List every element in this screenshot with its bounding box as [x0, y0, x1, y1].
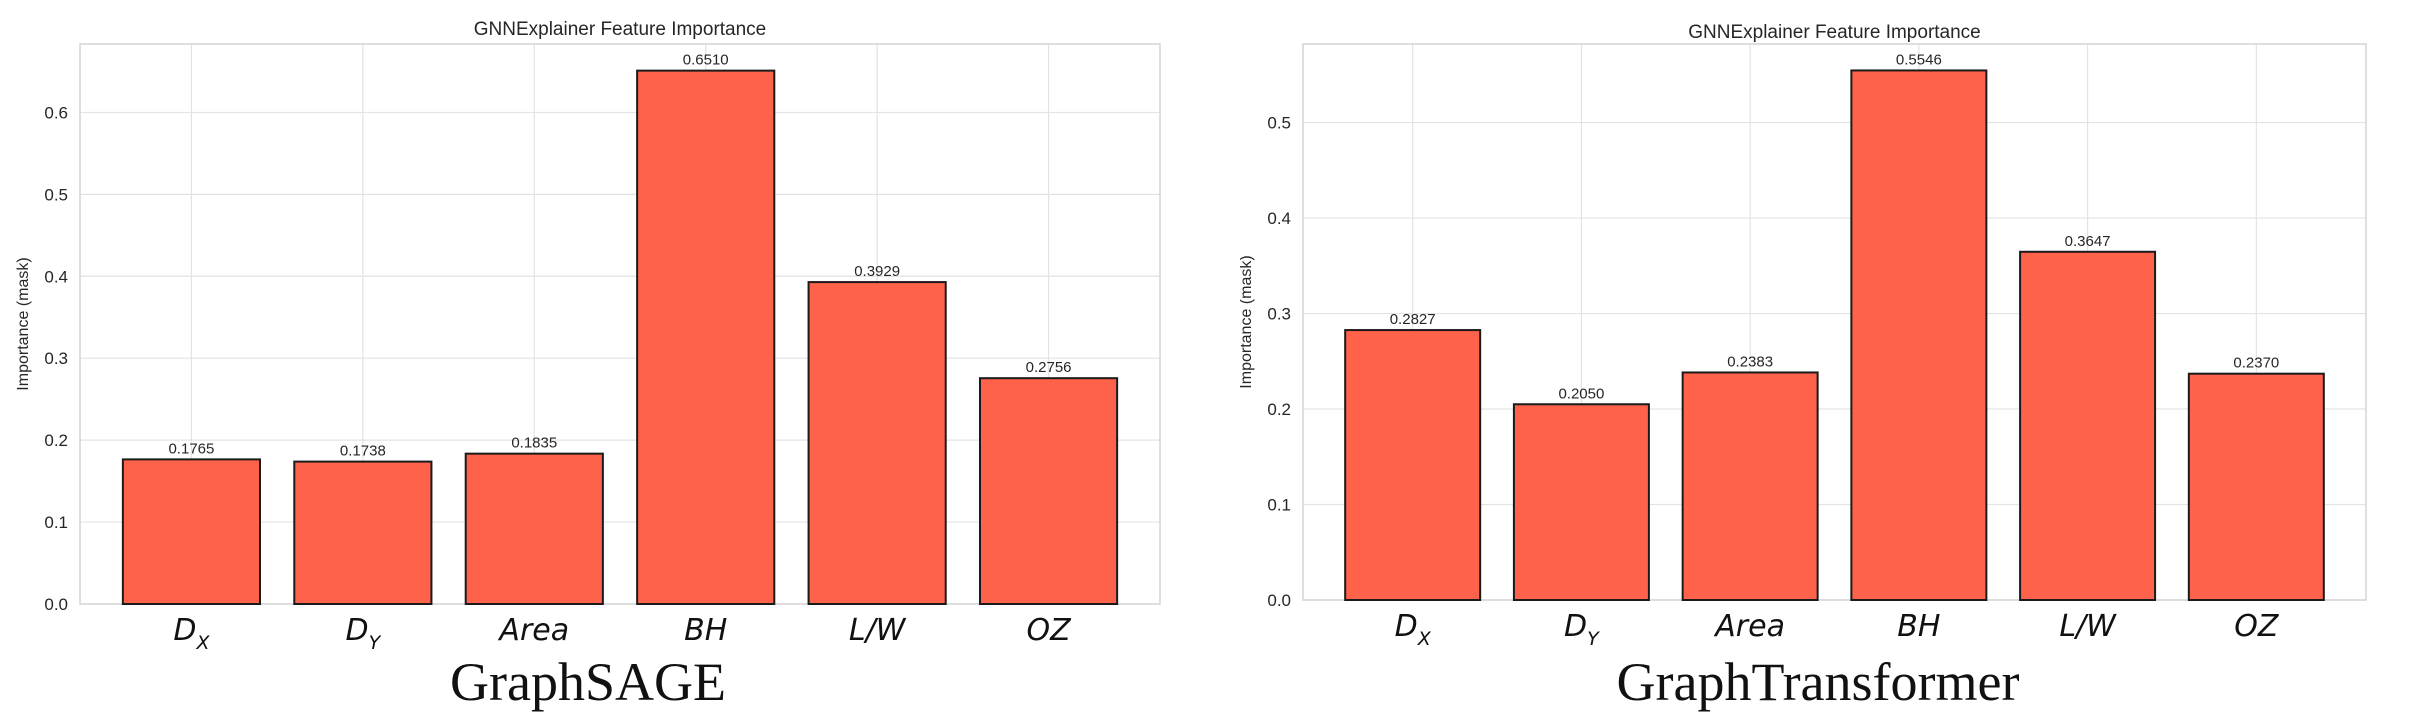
bar-chart-graphsage: GNNExplainer Feature Importance 0.0 0.1 0.2… — [15, 19, 1161, 712]
y-tick-label: 0.4 — [1267, 209, 1291, 228]
bar-value-label: 0.1738 — [340, 443, 386, 460]
plot-frame — [1302, 43, 2367, 601]
x-tick-label: DX — [173, 613, 210, 654]
bar — [636, 69, 776, 606]
y-tick-label: 0.6 — [44, 103, 68, 122]
chart-caption: GraphSAGE — [450, 652, 726, 712]
y-tick-label: 0.0 — [44, 595, 68, 614]
bar-value-label: 0.5546 — [1896, 51, 1942, 68]
bar-chart-graphtransformer: GNNExplainer Feature Importance 0.0 0.1 0.2… — [1240, 22, 2367, 712]
bar-value-label: 0.2383 — [1727, 353, 1773, 370]
x-tick-label: DX — [1395, 609, 1432, 650]
bar — [979, 377, 1119, 605]
x-tick-label: OZ — [1026, 613, 1072, 648]
bar — [1344, 329, 1482, 601]
bar — [1512, 403, 1650, 601]
y-tick-label: 0.3 — [44, 349, 68, 368]
chart-caption: GraphTransformer — [1617, 652, 2020, 712]
x-tick-label: DY — [345, 613, 381, 654]
y-tick-label: 0.2 — [1267, 400, 1291, 419]
bar — [121, 458, 261, 605]
x-tick-label: Area — [497, 613, 569, 648]
x-tick-label: BH — [1897, 609, 1940, 644]
y-axis-label: Importance (mask) — [1240, 255, 1255, 388]
bar-value-label: 0.1835 — [511, 435, 557, 452]
y-tick-label: 0.4 — [44, 267, 68, 286]
bar — [293, 460, 433, 605]
bar-value-label: 0.3929 — [854, 263, 900, 280]
x-tick-label: OZ — [2234, 609, 2280, 644]
chart-panel-graphtransformer: GNNExplainer Feature Importance 0.0 0.1 0.2… — [1240, 0, 2410, 728]
bar — [1850, 69, 1988, 601]
bar — [464, 452, 604, 605]
bar — [2019, 250, 2157, 601]
bar — [2187, 372, 2325, 602]
bar-value-label: 0.1765 — [168, 440, 214, 457]
bar — [807, 281, 947, 605]
bar-value-label: 0.2827 — [1390, 311, 1436, 328]
bar-value-label: 0.2050 — [1558, 385, 1604, 402]
x-tick-label: Area — [1713, 609, 1785, 644]
y-tick-label: 0.5 — [1267, 114, 1291, 133]
chart-title: GNNExplainer Feature Importance — [474, 19, 767, 40]
y-axis-label: Importance (mask) — [15, 257, 32, 390]
chart-panel-graphsage: GNNExplainer Feature Importance 0.0 0.1 0.2… — [0, 0, 1200, 728]
y-tick-label: 0.3 — [1267, 305, 1291, 324]
bar-value-label: 0.2756 — [1026, 359, 1072, 376]
chart-title: GNNExplainer Feature Importance — [1688, 22, 1981, 43]
x-tick-label: L/W — [2059, 609, 2117, 644]
y-tick-label: 0.2 — [44, 431, 68, 450]
plot-frame — [79, 43, 1161, 605]
x-tick-label: DY — [1564, 609, 1600, 650]
bar-value-label: 0.6510 — [683, 52, 729, 69]
x-tick-label: BH — [684, 613, 727, 648]
y-tick-label: 0.5 — [44, 185, 68, 204]
y-tick-label: 0.1 — [44, 513, 68, 532]
bar-value-label: 0.2370 — [2233, 355, 2279, 372]
y-tick-label: 0.1 — [1267, 496, 1291, 515]
x-tick-label: L/W — [849, 613, 907, 648]
bar-value-label: 0.3647 — [2065, 233, 2111, 250]
bar — [1681, 371, 1819, 601]
y-tick-label: 0.0 — [1267, 591, 1291, 610]
